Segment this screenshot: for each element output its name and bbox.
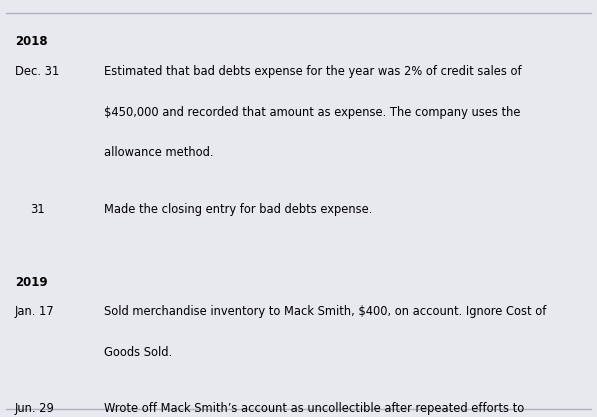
Text: Sold merchandise inventory to Mack Smith, $400, on account. Ignore Cost of: Sold merchandise inventory to Mack Smith… <box>104 305 547 318</box>
Text: Goods Sold.: Goods Sold. <box>104 346 173 359</box>
Text: Made the closing entry for bad debts expense.: Made the closing entry for bad debts exp… <box>104 203 373 216</box>
Text: $450,000 and recorded that amount as expense. The company uses the: $450,000 and recorded that amount as exp… <box>104 106 521 118</box>
Text: Jun. 29: Jun. 29 <box>15 402 55 415</box>
Text: allowance method.: allowance method. <box>104 146 214 159</box>
Text: Dec. 31: Dec. 31 <box>15 65 59 78</box>
Text: Estimated that bad debts expense for the year was 2% of credit sales of: Estimated that bad debts expense for the… <box>104 65 522 78</box>
Text: 31: 31 <box>30 203 45 216</box>
Text: 2019: 2019 <box>15 276 48 289</box>
Text: 2018: 2018 <box>15 35 48 48</box>
Text: Wrote off Mack Smith’s account as uncollectible after repeated efforts to: Wrote off Mack Smith’s account as uncoll… <box>104 402 525 415</box>
Text: Jan. 17: Jan. 17 <box>15 305 54 318</box>
